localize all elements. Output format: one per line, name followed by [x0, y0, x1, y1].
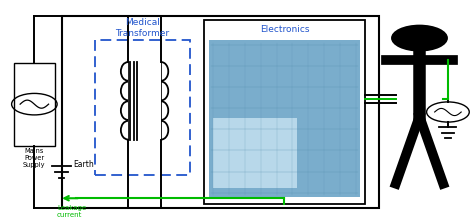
Text: Electronics: Electronics: [260, 25, 309, 34]
Bar: [14, 63, 55, 146]
Bar: [95, 40, 190, 175]
Bar: [209, 40, 360, 197]
Bar: [62, 16, 379, 208]
Text: Medical
Transformer: Medical Transformer: [115, 18, 169, 38]
Text: Earth: Earth: [73, 160, 94, 169]
Text: Leakage
current: Leakage current: [57, 205, 86, 218]
Text: Mains
Power
Supply: Mains Power Supply: [23, 148, 46, 168]
Bar: [213, 118, 297, 188]
Circle shape: [391, 25, 448, 52]
Bar: [204, 20, 365, 204]
